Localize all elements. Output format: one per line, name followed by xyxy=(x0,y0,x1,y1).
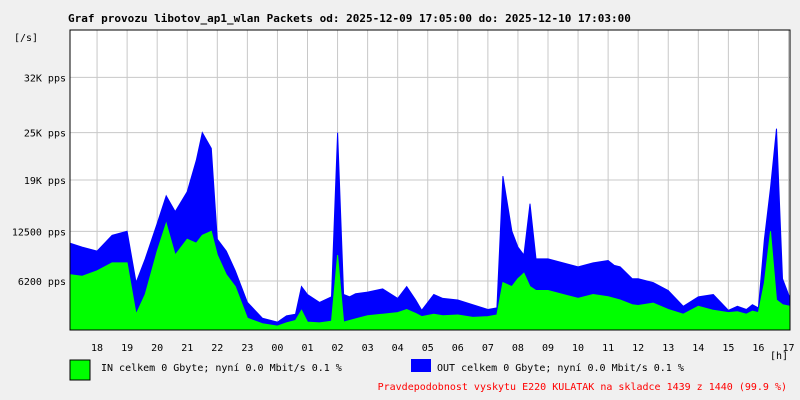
x-tick-label: 10 xyxy=(572,343,584,354)
y-axis-labels: 6200 pps 12500 pps 19K pps 25K pps 32K pps xyxy=(12,73,66,288)
legend-in-label: IN celkem 0 Gbyte; nyní 0.0 Mbit/s 0.1 % xyxy=(101,362,342,374)
x-tick-label: 08 xyxy=(512,343,524,354)
x-tick-label: 18 xyxy=(91,343,103,354)
x-tick-label: 19 xyxy=(121,343,133,354)
x-tick-label: 09 xyxy=(542,343,554,354)
x-tick-label: 23 xyxy=(241,343,253,354)
x-tick-label: 12 xyxy=(632,343,644,354)
plot-border xyxy=(69,29,791,331)
x-tick-label: 14 xyxy=(692,343,704,354)
x-tick-label: 17 xyxy=(782,343,794,354)
x-tick-label: 13 xyxy=(662,343,674,354)
y-tick-label: 32K pps xyxy=(24,73,66,84)
x-tick-label: 04 xyxy=(392,343,404,354)
warning-text: Pravdepodobnost vyskytu E220 KULATAK na … xyxy=(378,382,787,393)
y-tick-label: 12500 pps xyxy=(12,227,66,238)
x-tick-label: 21 xyxy=(181,343,193,354)
x-tick-label: 00 xyxy=(271,343,283,354)
series-areas xyxy=(69,128,791,331)
legend-out-swatch xyxy=(411,359,431,372)
y-tick-label: 25K pps xyxy=(24,129,66,140)
y-tick-label: 6200 pps xyxy=(18,277,66,288)
x-tick-label: 02 xyxy=(332,343,344,354)
x-tick-label: 11 xyxy=(602,343,614,354)
x-tick-label: 20 xyxy=(151,343,163,354)
legend-in-swatch xyxy=(69,359,91,381)
y-tick-label: 19K pps xyxy=(24,176,66,187)
x-axis-unit: [h] xyxy=(770,351,788,362)
y-axis-unit: [/s] xyxy=(14,33,38,44)
x-axis-labels: 18 19 20 21 22 23 00 01 02 03 04 05 06 07 08 09 10 11 12 13… xyxy=(91,343,794,354)
series-area-in xyxy=(69,221,791,331)
x-tick-label: 05 xyxy=(422,343,434,354)
x-tick-label: 07 xyxy=(482,343,494,354)
chart-title: Graf provozu libotov_ap1_wlan Packets od… xyxy=(68,12,631,25)
x-tick-label: 01 xyxy=(301,343,313,354)
x-tick-label: 06 xyxy=(452,343,464,354)
x-tick-label: 15 xyxy=(722,343,734,354)
x-tick-label: 22 xyxy=(211,343,223,354)
x-tick-label: 16 xyxy=(752,343,764,354)
legend-out-label: OUT celkem 0 Gbyte; nyní 0.0 Mbit/s 0.1 … xyxy=(437,362,684,374)
series-area-out xyxy=(69,128,791,331)
x-tick-label: 03 xyxy=(362,343,374,354)
